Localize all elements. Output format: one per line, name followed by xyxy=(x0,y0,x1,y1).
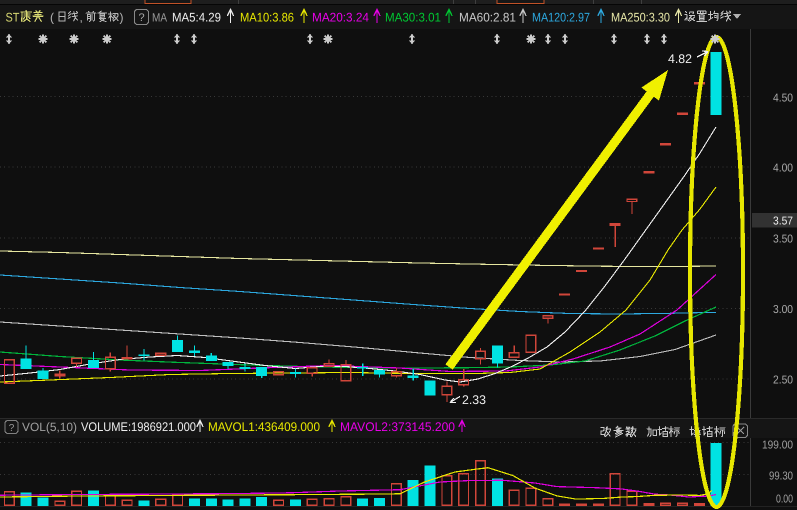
svg-text:(: ( xyxy=(50,11,54,25)
svg-text:MA120:2.97: MA120:2.97 xyxy=(532,11,590,25)
svg-text:MA250:3.30: MA250:3.30 xyxy=(611,11,670,25)
svg-text:3.50: 3.50 xyxy=(773,234,793,246)
svg-text:2.50: 2.50 xyxy=(773,375,793,387)
svg-text:0.00: 0.00 xyxy=(776,494,793,506)
svg-text:VOLUME:1986921.000: VOLUME:1986921.000 xyxy=(81,420,196,434)
svg-text:4.00: 4.00 xyxy=(773,163,793,175)
svg-text:4.82: 4.82 xyxy=(668,52,692,66)
svg-text:MAVOL2:373145.200: MAVOL2:373145.200 xyxy=(340,420,455,434)
svg-text:4.50: 4.50 xyxy=(773,93,793,105)
svg-text:MAVOL1:436409.000: MAVOL1:436409.000 xyxy=(208,420,320,434)
svg-text:MA30:3.01: MA30:3.01 xyxy=(385,11,441,25)
svg-text:?: ? xyxy=(138,12,144,24)
svg-text:MA20:3.24: MA20:3.24 xyxy=(312,11,369,25)
svg-text:): ) xyxy=(120,11,124,25)
svg-text:99.30: 99.30 xyxy=(769,471,793,483)
svg-text:ST: ST xyxy=(6,11,20,25)
svg-text:MA5:4.29: MA5:4.29 xyxy=(172,11,221,25)
svg-text:199.00: 199.00 xyxy=(762,440,793,452)
svg-text:MA10:3.86: MA10:3.86 xyxy=(240,11,294,25)
svg-text:MA: MA xyxy=(152,11,167,25)
svg-text:2.33: 2.33 xyxy=(462,393,486,407)
svg-text:VOL(5,10): VOL(5,10) xyxy=(22,420,77,434)
svg-text:,: , xyxy=(80,11,83,25)
svg-text:MA60:2.81: MA60:2.81 xyxy=(459,11,516,25)
svg-text:3.00: 3.00 xyxy=(773,304,793,316)
svg-text:3.57: 3.57 xyxy=(773,216,793,228)
svg-text:?: ? xyxy=(9,423,15,434)
